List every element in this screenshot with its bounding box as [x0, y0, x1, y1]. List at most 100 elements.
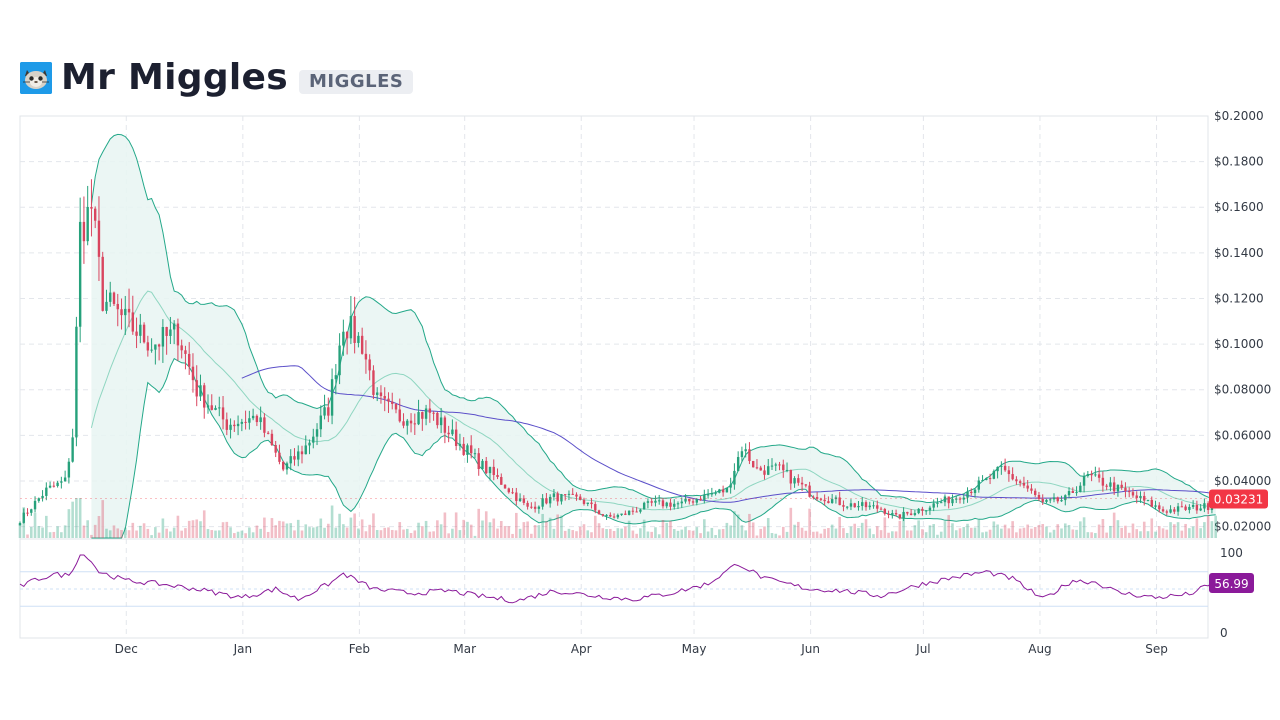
volume-bar	[405, 528, 409, 538]
volume-bar	[977, 519, 981, 538]
volume-bar	[1176, 522, 1180, 538]
candle-body	[605, 514, 608, 516]
volume-bar	[214, 530, 217, 538]
candle-body	[718, 489, 721, 493]
candle-body	[195, 380, 198, 397]
volume-bar	[883, 517, 887, 538]
candle-body	[774, 464, 777, 466]
volume-bar	[590, 532, 593, 538]
candle-body	[530, 506, 533, 508]
volume-bar	[1109, 525, 1112, 538]
volume-bar	[609, 528, 612, 538]
candle-body	[180, 345, 183, 351]
volume-bar	[146, 528, 150, 538]
volume-bar	[781, 526, 785, 538]
volume-bar	[969, 527, 973, 538]
volume-bar	[793, 524, 796, 538]
volume-bar	[187, 520, 191, 538]
volume-bar	[887, 532, 890, 538]
candle-body	[244, 421, 247, 423]
volume-bar	[1097, 524, 1101, 538]
candle-body	[259, 417, 262, 423]
volume-bar	[864, 519, 868, 538]
page-header: Mr Miggles MIGGLES	[20, 58, 414, 98]
time-tick-label: Jul	[915, 642, 930, 656]
candle-body	[282, 461, 285, 470]
volume-bar	[1071, 529, 1075, 538]
candle-body	[266, 432, 270, 434]
candle-body	[289, 456, 292, 464]
volume-bar	[499, 521, 503, 538]
volume-bar	[785, 531, 789, 538]
volume-bar	[522, 522, 526, 538]
volume-bar	[996, 524, 999, 538]
volume-bar	[954, 530, 958, 538]
volume-bar	[63, 525, 67, 538]
volume-bar	[199, 521, 202, 538]
candle-body	[120, 309, 123, 316]
volume-bar	[691, 530, 695, 538]
volume-bar	[736, 514, 740, 538]
volume-bar	[1157, 526, 1161, 538]
candle-body	[1199, 508, 1202, 511]
volume-bar	[624, 526, 627, 538]
candle-body	[63, 477, 67, 482]
candle-body	[646, 501, 650, 503]
volume-bar	[815, 531, 819, 538]
volume-bar	[1015, 532, 1018, 538]
candle-body	[454, 429, 458, 446]
candle-body	[458, 443, 462, 446]
candle-body	[1116, 484, 1120, 492]
candle-body	[612, 516, 616, 518]
volume-bar	[202, 510, 206, 538]
candle-body	[823, 499, 826, 502]
volume-bar	[210, 530, 214, 538]
volume-bar	[229, 527, 232, 538]
candle-body	[879, 508, 883, 510]
candle-body	[744, 449, 747, 452]
candle-body	[500, 477, 503, 485]
volume-bar	[240, 530, 244, 538]
candle-body	[594, 504, 597, 511]
candle-body	[221, 407, 225, 420]
volume-bar	[755, 535, 759, 538]
volume-bar	[582, 524, 586, 538]
candle-body	[383, 396, 386, 399]
candle-body	[673, 503, 676, 507]
volume-bar	[642, 519, 646, 538]
candle-body	[710, 493, 714, 495]
candle-body	[229, 424, 232, 430]
volume-bar	[774, 533, 778, 538]
candle-body	[981, 479, 984, 481]
candle-body	[921, 508, 924, 511]
time-tick-label: Sep	[1145, 642, 1168, 656]
bollinger-lower	[91, 357, 1216, 539]
candle-body	[184, 350, 187, 354]
candle-body	[740, 451, 744, 458]
candle-body	[755, 467, 759, 469]
candle-body	[1022, 482, 1026, 486]
candle-body	[977, 480, 980, 490]
candle-body	[767, 466, 770, 475]
volume-bar	[1210, 521, 1214, 538]
volume-bar	[477, 508, 481, 538]
volume-bar	[804, 530, 808, 538]
candle-body	[973, 489, 977, 494]
volume-bar	[1105, 532, 1108, 538]
volume-bar	[849, 526, 853, 538]
volume-bar	[511, 533, 514, 538]
volume-bar	[748, 513, 751, 538]
candle-body	[1173, 509, 1176, 512]
candle-body	[688, 498, 691, 502]
candle-body	[308, 442, 311, 446]
volume-bar	[473, 535, 477, 538]
volume-bar	[390, 529, 394, 538]
candle-body	[488, 466, 492, 474]
candle-body	[518, 498, 522, 501]
candle-body	[1176, 506, 1180, 512]
candle-body	[327, 407, 330, 416]
volume-bar	[1045, 526, 1048, 538]
candle-body	[853, 503, 856, 508]
volume-bar	[778, 535, 781, 538]
